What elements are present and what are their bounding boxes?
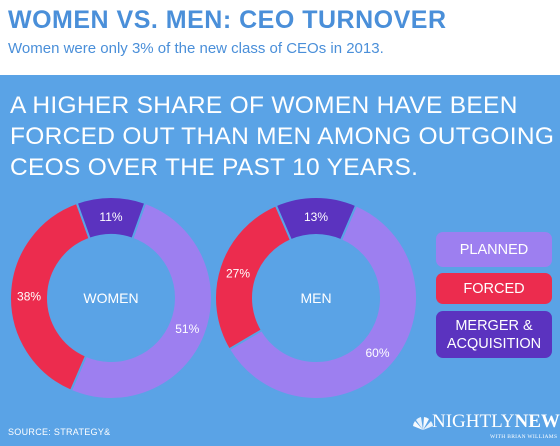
page-title: WOMEN VS. MEN: CEO TURNOVER	[8, 6, 447, 34]
men-label-forced: 27%	[226, 267, 250, 281]
legend-planned: PLANNED	[436, 232, 552, 267]
women-slice-merger	[75, 196, 147, 241]
logo-byline: WITH BRIAN WILLIAMS	[490, 434, 558, 440]
women-slice-forced	[9, 201, 91, 393]
source-note: SOURCE: STRATEGY&	[8, 427, 111, 437]
headline: A HIGHER SHARE OF WOMEN HAVE BEEN FORCED…	[10, 92, 555, 181]
women-label-merger: 11%	[99, 210, 122, 224]
logo-wordmark: NIGHTLYNEWS	[432, 411, 560, 433]
men-slice-planned	[227, 203, 418, 400]
logo-nightly: NIGHTLY	[432, 411, 515, 432]
legend-merger-label-1: MERGER &	[455, 317, 533, 334]
legend-merger: MERGER & ACQUISITION	[436, 311, 552, 358]
nightly-news-logo: NIGHTLYNEWS WITH BRIAN WILLIAMS	[412, 410, 560, 442]
women-label-planned: 51%	[175, 322, 199, 336]
women-slice-planned	[69, 201, 213, 400]
page-subtitle: Women were only 3% of the new class of C…	[8, 40, 384, 57]
men-slice-merger	[274, 196, 358, 242]
peacock-icon	[413, 417, 433, 430]
men-label-planned: 60%	[365, 346, 389, 360]
legend-planned-label: PLANNED	[459, 241, 529, 258]
legend-forced: FORCED	[436, 273, 552, 304]
logo-news: NEWS	[514, 411, 560, 432]
men-label-merger: 13%	[304, 210, 328, 224]
legend-forced-label: FORCED	[463, 280, 525, 297]
legend-merger-label-2: ACQUISITION	[446, 335, 542, 352]
men-center-title: MEN	[300, 290, 331, 306]
women-label-forced: 38%	[17, 289, 41, 303]
header: WOMEN VS. MEN: CEO TURNOVER Women were o…	[0, 0, 560, 75]
women-center-title: WOMEN	[83, 290, 138, 306]
